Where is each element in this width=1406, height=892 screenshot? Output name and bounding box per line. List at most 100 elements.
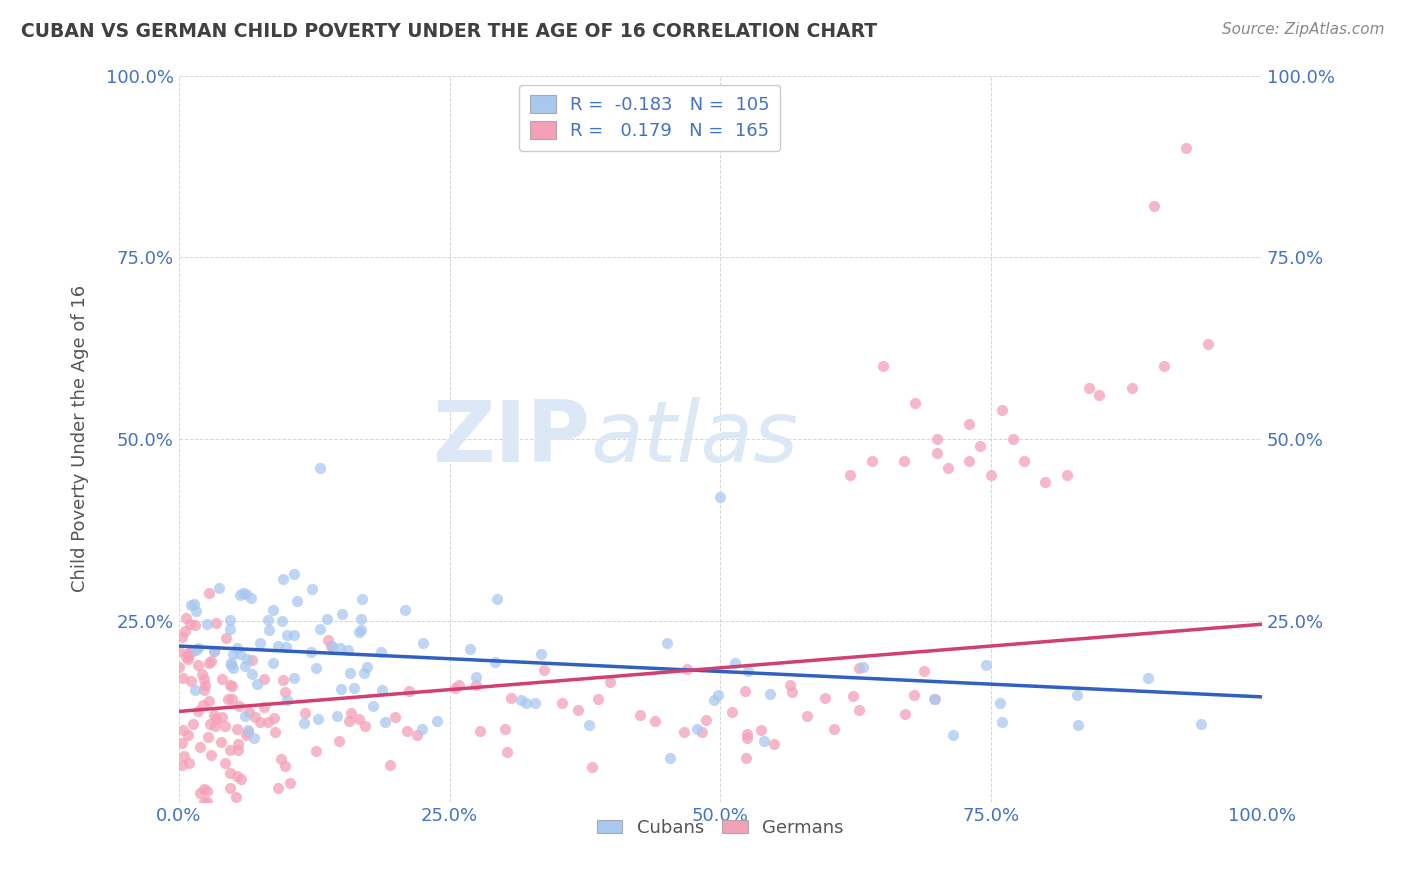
Point bbox=[233, 659, 256, 673]
Point bbox=[274, 759, 297, 773]
Point bbox=[218, 623, 240, 637]
Point bbox=[240, 667, 263, 681]
Point bbox=[515, 696, 537, 710]
Point bbox=[959, 453, 981, 467]
Point bbox=[533, 663, 555, 677]
Point bbox=[599, 674, 621, 689]
Point bbox=[276, 628, 298, 642]
Point bbox=[190, 786, 212, 800]
Y-axis label: Child Poverty Under the Age of 16: Child Poverty Under the Age of 16 bbox=[72, 285, 89, 592]
Point bbox=[195, 616, 218, 631]
Point bbox=[204, 712, 226, 726]
Point bbox=[1001, 432, 1024, 446]
Point bbox=[294, 706, 316, 720]
Point bbox=[754, 734, 776, 748]
Point bbox=[172, 672, 194, 686]
Point bbox=[1153, 359, 1175, 374]
Point bbox=[1056, 468, 1078, 483]
Point bbox=[394, 603, 416, 617]
Point bbox=[249, 714, 271, 729]
Point bbox=[980, 468, 1002, 483]
Point bbox=[336, 643, 359, 657]
Point bbox=[264, 725, 287, 739]
Point bbox=[350, 623, 373, 637]
Point bbox=[315, 612, 337, 626]
Point bbox=[246, 676, 269, 690]
Point bbox=[721, 705, 744, 719]
Point bbox=[188, 739, 211, 754]
Point bbox=[287, 594, 309, 608]
Point bbox=[202, 707, 225, 722]
Point bbox=[796, 709, 818, 723]
Point bbox=[706, 688, 728, 702]
Point bbox=[690, 724, 713, 739]
Point bbox=[468, 724, 491, 739]
Point bbox=[337, 714, 360, 729]
Point bbox=[343, 681, 366, 695]
Point bbox=[443, 681, 465, 695]
Point bbox=[316, 632, 339, 647]
Point bbox=[267, 780, 290, 795]
Point bbox=[172, 630, 194, 644]
Point bbox=[659, 751, 682, 765]
Point bbox=[974, 657, 997, 672]
Point bbox=[499, 691, 522, 706]
Point bbox=[412, 636, 434, 650]
Point bbox=[780, 685, 803, 699]
Point bbox=[301, 582, 323, 597]
Point bbox=[737, 664, 759, 678]
Point bbox=[208, 582, 231, 596]
Point bbox=[872, 359, 894, 374]
Point bbox=[195, 784, 218, 798]
Point bbox=[271, 615, 294, 629]
Point bbox=[737, 731, 759, 745]
Point bbox=[225, 769, 247, 783]
Point bbox=[465, 670, 488, 684]
Point bbox=[426, 714, 449, 728]
Point bbox=[198, 657, 221, 671]
Point bbox=[586, 692, 609, 706]
Point bbox=[249, 636, 271, 650]
Point bbox=[193, 683, 215, 698]
Point bbox=[219, 658, 242, 673]
Point bbox=[307, 712, 329, 726]
Point bbox=[262, 603, 284, 617]
Point bbox=[779, 677, 801, 691]
Point bbox=[349, 712, 371, 726]
Point bbox=[172, 723, 194, 738]
Point bbox=[191, 667, 214, 681]
Point bbox=[378, 758, 401, 772]
Point bbox=[233, 708, 256, 723]
Point bbox=[226, 743, 249, 757]
Point bbox=[193, 782, 215, 797]
Point bbox=[581, 760, 603, 774]
Point bbox=[356, 660, 378, 674]
Point bbox=[174, 649, 197, 664]
Point bbox=[988, 696, 1011, 710]
Point bbox=[169, 644, 191, 658]
Point bbox=[1191, 717, 1213, 731]
Point bbox=[193, 672, 215, 686]
Point bbox=[384, 710, 406, 724]
Point bbox=[1197, 337, 1219, 351]
Point bbox=[486, 591, 509, 606]
Point bbox=[262, 656, 284, 670]
Point bbox=[1066, 688, 1088, 702]
Point bbox=[530, 648, 553, 662]
Point bbox=[236, 652, 259, 666]
Point bbox=[219, 613, 242, 627]
Point bbox=[686, 722, 709, 736]
Point bbox=[184, 617, 207, 632]
Point bbox=[299, 645, 322, 659]
Point bbox=[763, 737, 786, 751]
Point bbox=[494, 722, 516, 736]
Point bbox=[734, 683, 756, 698]
Point bbox=[329, 641, 352, 656]
Point bbox=[724, 656, 747, 670]
Point bbox=[1175, 141, 1198, 155]
Point bbox=[211, 710, 233, 724]
Point bbox=[219, 766, 242, 780]
Point bbox=[353, 718, 375, 732]
Point bbox=[509, 693, 531, 707]
Point bbox=[749, 723, 772, 737]
